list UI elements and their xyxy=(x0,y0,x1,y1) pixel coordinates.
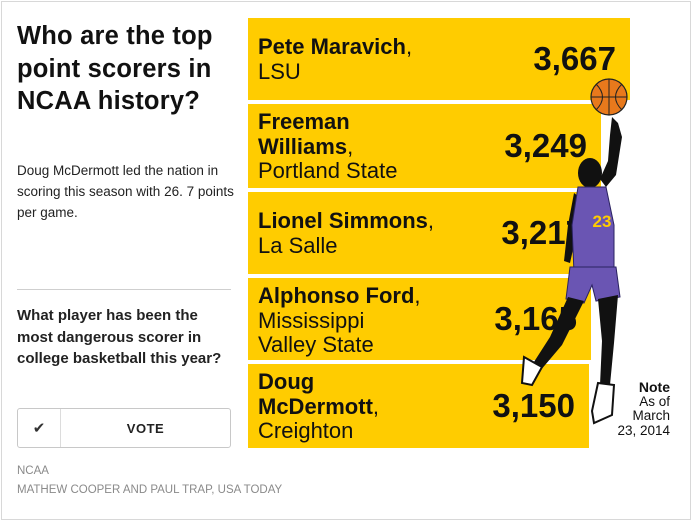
bar-value-label: 3,667 xyxy=(533,40,616,77)
basketball-player-illustration: 23 xyxy=(520,78,628,425)
intro-text: Doug McDermott led the nation in scoring… xyxy=(17,163,234,220)
divider xyxy=(17,289,231,290)
source-line: NCAA xyxy=(17,465,49,477)
source-credits: NCAA MATHEW COOPER AND PAUL TRAP, USA TO… xyxy=(17,462,337,500)
bar-label: Alphonso Ford, Mississippi Valley State xyxy=(258,283,421,357)
note-line: March xyxy=(632,408,670,423)
bar-value-label: 3,249 xyxy=(504,127,587,164)
bar-label: Freeman Williams, Portland State xyxy=(258,109,398,183)
page-title: Who are the top point scorers in NCAA hi… xyxy=(17,22,213,115)
bar: Freeman Williams, Portland State 3,249 xyxy=(248,104,601,188)
poll-question: What player has been the most dangerous … xyxy=(17,307,222,367)
jersey-number: 23 xyxy=(593,212,612,231)
basketball-icon xyxy=(590,78,628,116)
note: Note As of March 23, 2014 xyxy=(617,380,670,438)
check-icon: ✔ xyxy=(18,409,61,447)
note-line: 23, 2014 xyxy=(617,422,670,438)
vote-button[interactable]: ✔ VOTE xyxy=(17,408,231,448)
bar-label: Doug McDermott, Creighton xyxy=(258,369,380,443)
note-line: As of xyxy=(639,393,670,409)
note-title: Note xyxy=(638,379,670,395)
vote-label: VOTE xyxy=(126,420,165,436)
bar: Pete Maravich, LSU 3,667 xyxy=(248,18,630,100)
credit-line: MATHEW COOPER AND PAUL TRAP, USA TODAY xyxy=(17,484,283,496)
bar-label: Pete Maravich, LSU xyxy=(258,34,413,84)
bar-label: Lionel Simmons, La Salle xyxy=(258,208,435,258)
bar-value-label: 3,150 xyxy=(492,387,575,424)
